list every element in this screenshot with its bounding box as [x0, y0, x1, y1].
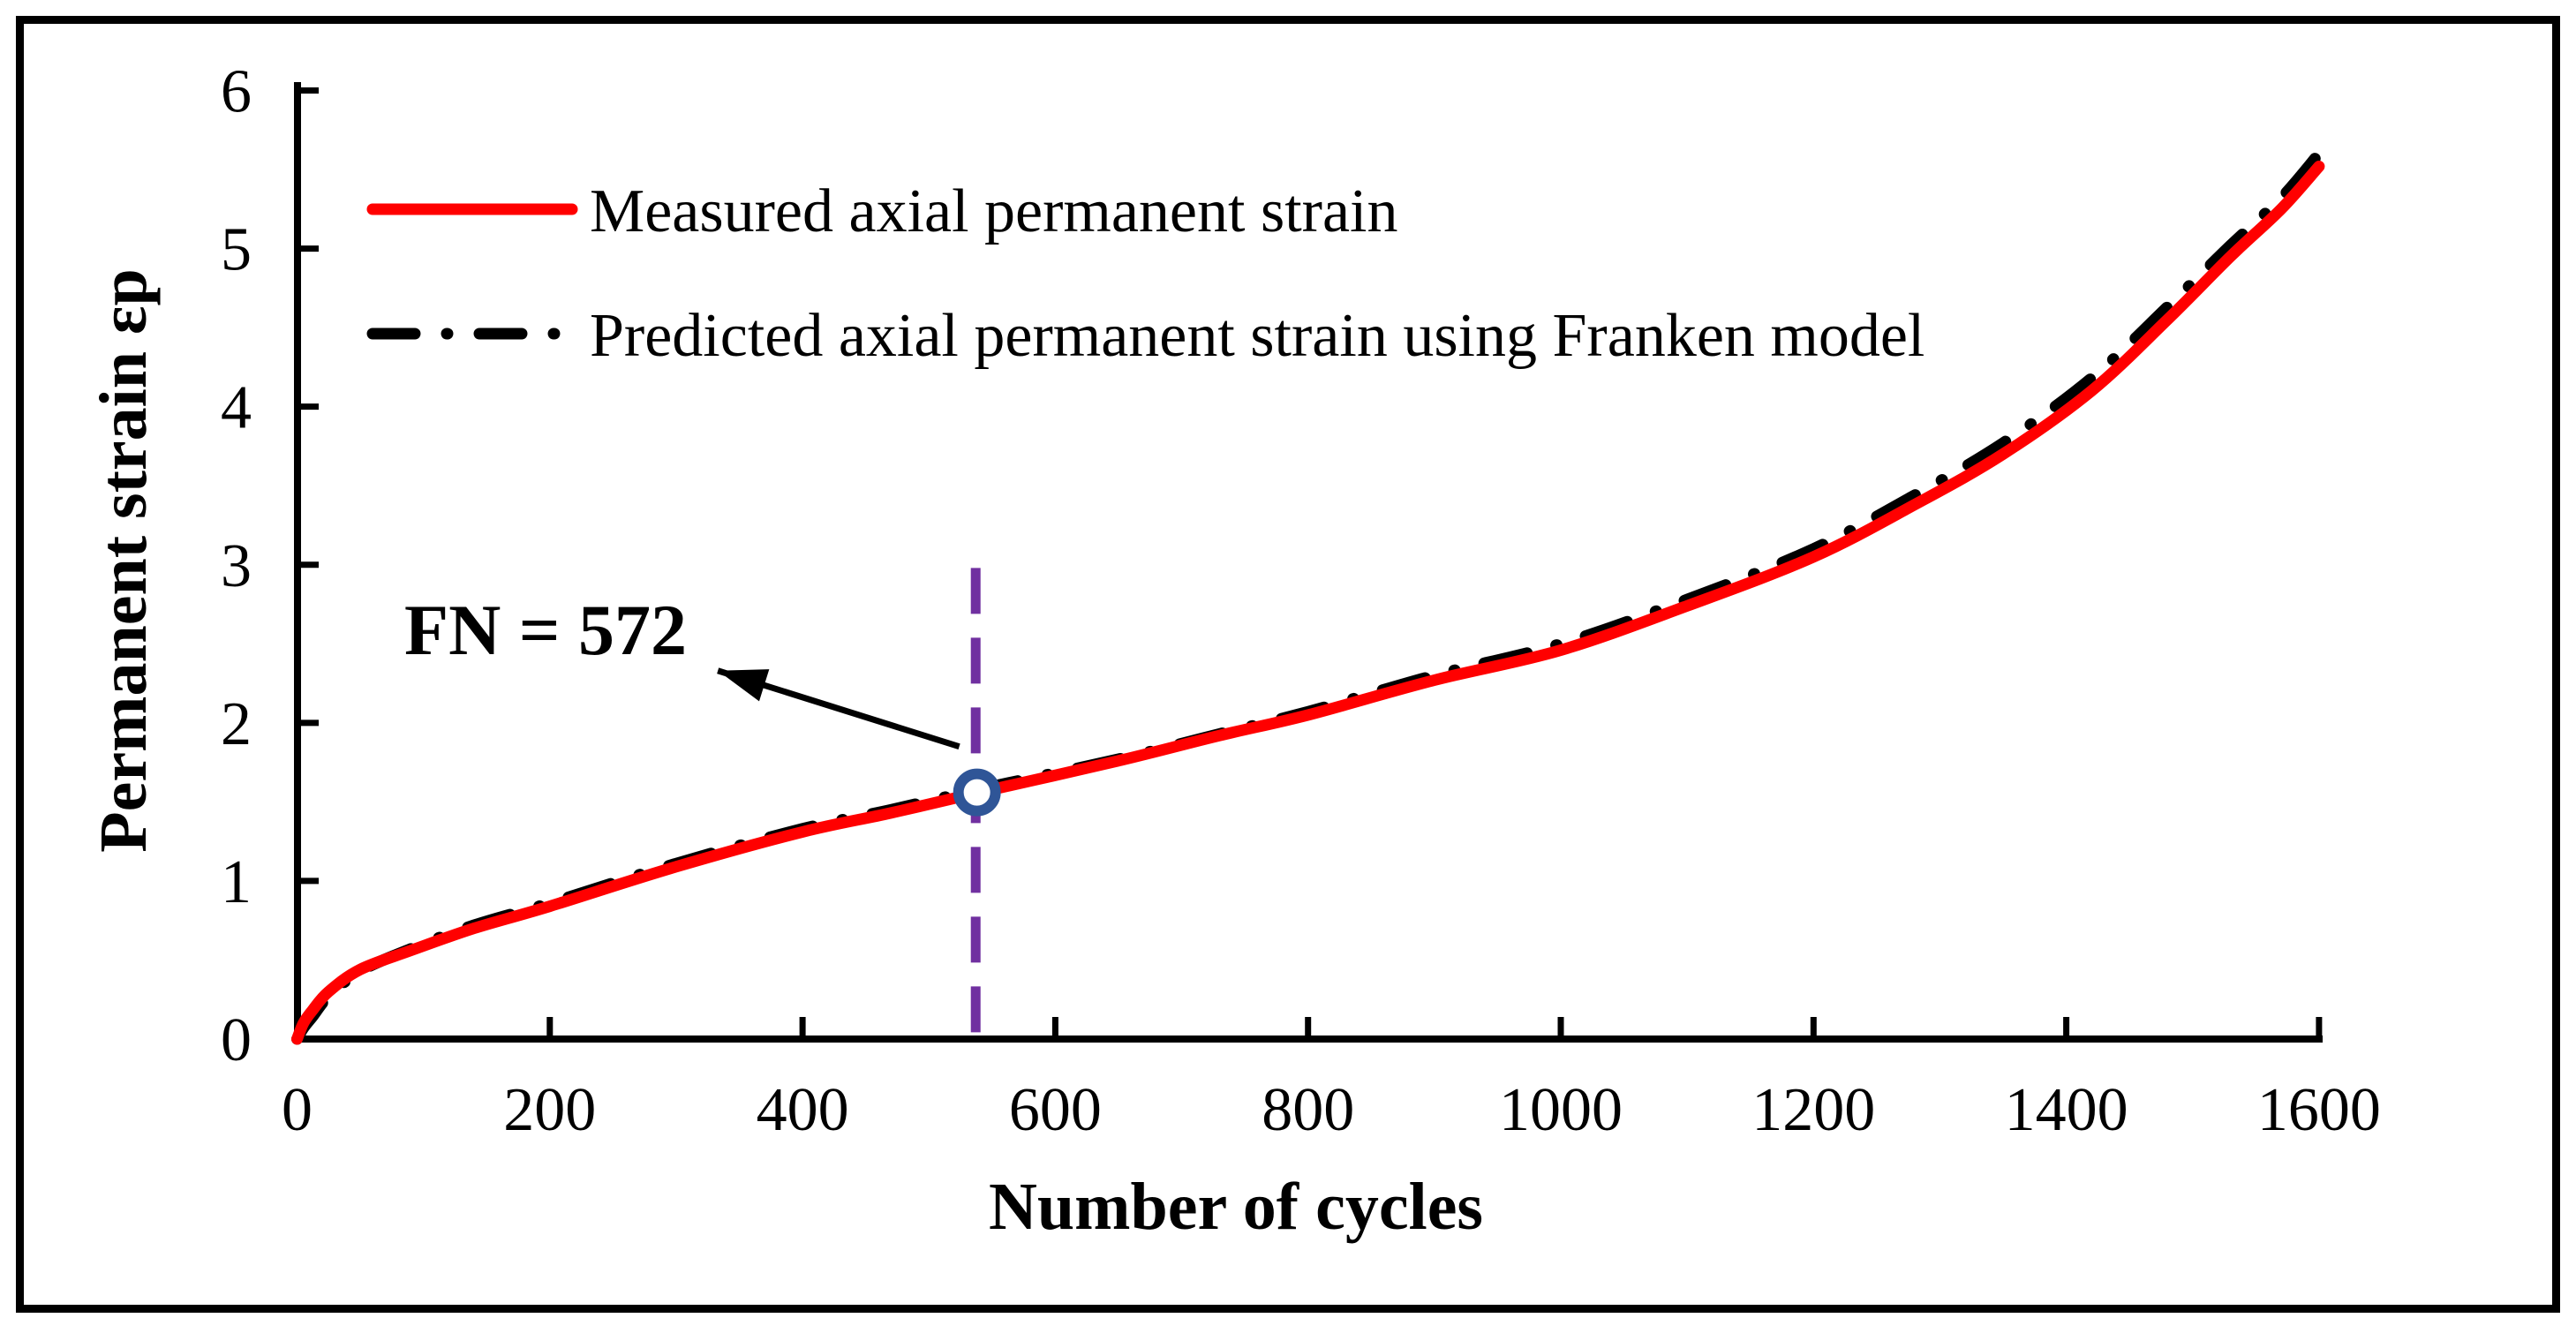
legend-label-predicted: Predicted axial permanent strain using F…: [590, 302, 1924, 370]
x-tick-label: 0: [282, 1076, 313, 1144]
x-tick-label: 400: [757, 1076, 849, 1144]
failure-point-marker: [953, 768, 1001, 817]
legend-item-predicted: Predicted axial permanent strain using F…: [366, 302, 1924, 370]
y-tick-label: 0: [221, 1006, 252, 1074]
x-axis-title: Number of cycles: [989, 1170, 1483, 1244]
x-tick-label: 1000: [1499, 1076, 1623, 1144]
y-tick-label: 1: [221, 848, 252, 916]
y-tick-label: 4: [221, 374, 252, 442]
annotation-arrow: [717, 667, 960, 750]
series-lines: [291, 147, 2325, 1045]
x-tick-label: 800: [1262, 1076, 1354, 1144]
x-axis-ticks: [546, 1017, 2323, 1039]
x-axis: 0 200 400 600 800 1000 1200 1400 1600 Number of …: [282, 1017, 2381, 1244]
legend-item-measured: Measured axial permanent strain: [366, 177, 1397, 245]
x-tick-label: 600: [1009, 1076, 1102, 1144]
legend-label-measured: Measured axial permanent strain: [590, 177, 1397, 245]
y-tick-label: 2: [221, 690, 252, 758]
failure-annotation-label: FN = 572: [404, 590, 687, 670]
x-tick-label: 1400: [2005, 1076, 2128, 1144]
y-tick-label: 3: [221, 532, 252, 600]
y-axis-title: Permanent strain εp: [87, 268, 161, 853]
y-tick-label: 5: [221, 216, 252, 284]
y-tick-label: 6: [221, 58, 252, 126]
x-tick-label: 1600: [2257, 1076, 2381, 1144]
measured-strain-line: [291, 161, 2325, 1045]
predicted-strain-line: [291, 147, 2325, 1045]
y-axis: 0 1 2 3 4 5 6 Permanent strain εp: [87, 58, 319, 1075]
y-axis-ticks: [298, 87, 319, 885]
legend: Measured axial permanent strain Predicte…: [366, 177, 1924, 370]
figure-border: [16, 16, 2560, 1313]
x-tick-label: 200: [503, 1076, 596, 1144]
x-axis-tick-labels: 0 200 400 600 800 1000 1200 1400 1600: [282, 1076, 2381, 1144]
y-axis-tick-labels: 0 1 2 3 4 5 6: [221, 58, 252, 1075]
x-tick-label: 1200: [1751, 1076, 1875, 1144]
